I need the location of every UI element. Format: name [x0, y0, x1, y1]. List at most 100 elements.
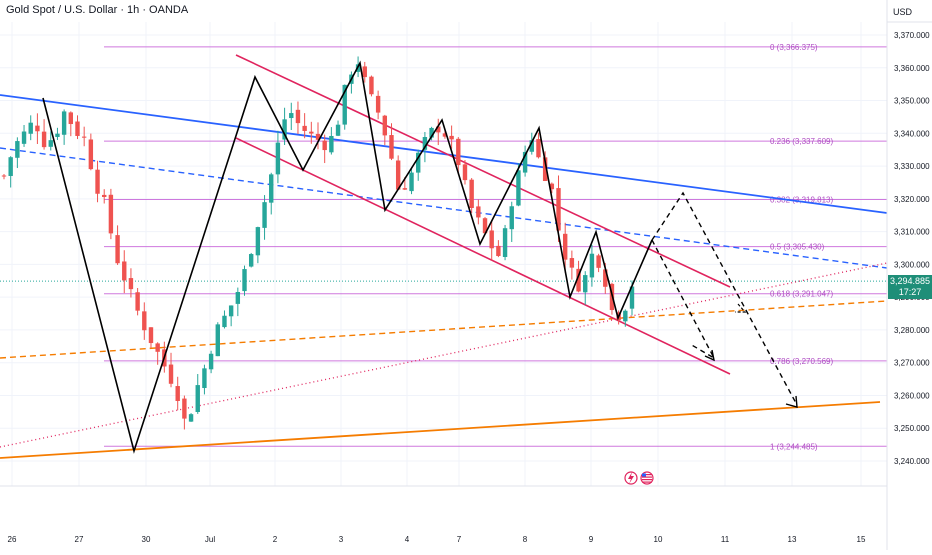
currency-label[interactable]: USD	[893, 7, 913, 17]
chart-title: Gold Spot / U.S. Dollar · 1h · OANDA	[6, 4, 189, 16]
candle-body	[315, 133, 321, 140]
fib-level-label: 1 (3,244.485)	[770, 442, 818, 451]
price-axis-label: 3,240.000	[894, 457, 930, 466]
price-axis-label: 3,270.000	[894, 359, 930, 368]
candle-body	[436, 126, 441, 133]
candle-body	[195, 385, 200, 412]
arrowhead	[735, 303, 747, 313]
price-axis-label: 3,260.000	[894, 391, 930, 400]
candle-body	[168, 364, 174, 384]
candle-body	[182, 398, 187, 419]
candle-body	[81, 136, 87, 138]
candle-body	[102, 194, 107, 197]
candle-body	[549, 183, 555, 190]
candle-body	[335, 124, 341, 136]
candle-body	[115, 235, 120, 264]
candle-body	[329, 135, 334, 153]
fibonacci-retracement: 0 (3,366.375) 0.236 (3,337.609) 0.382 (3,3…	[104, 43, 887, 451]
zigzag-line	[42, 60, 653, 454]
candle-body	[422, 137, 428, 150]
candle-body	[188, 414, 194, 422]
candle-body	[469, 179, 474, 209]
price-axis-label: 3,320.000	[894, 195, 930, 204]
candle-body	[48, 140, 53, 147]
price-axis-label: 3,280.000	[894, 326, 930, 335]
fib-level-label: 0.786 (3,270.569)	[770, 357, 833, 366]
candle-body	[242, 269, 247, 292]
fib-level-label: 0.236 (3,337.609)	[770, 137, 833, 146]
candles	[1, 56, 635, 430]
candle-body	[28, 122, 33, 134]
candle-body	[108, 194, 114, 234]
time-axis-label: 10	[654, 535, 663, 544]
candle-body	[489, 230, 494, 249]
time-axis-label: 7	[457, 535, 462, 544]
candle-body	[75, 121, 80, 136]
candle-body	[175, 386, 180, 401]
time-axis-label: 30	[142, 535, 151, 544]
time-axis-label: Jul	[205, 535, 215, 544]
time-axis-label: 15	[857, 535, 866, 544]
grid	[0, 22, 887, 486]
trend-lines	[0, 54, 888, 459]
candle-body	[496, 245, 501, 256]
candle-body	[35, 125, 40, 132]
candle-body	[248, 254, 254, 267]
candle-body	[128, 278, 134, 290]
time-axis-label: 27	[75, 535, 84, 544]
lightning-event-icon	[624, 471, 638, 485]
candle-body	[322, 140, 327, 151]
candle-body	[295, 109, 301, 124]
candle-body	[389, 135, 394, 159]
candle-body	[15, 141, 20, 158]
projection-path-2	[651, 191, 798, 406]
candle-body	[208, 353, 214, 370]
price-axis-label: 3,350.000	[894, 97, 930, 106]
candle-body	[235, 292, 241, 304]
candle-body	[375, 95, 381, 113]
candle-body	[88, 139, 94, 170]
candle-body	[41, 131, 47, 148]
candle-body	[442, 133, 448, 137]
flag-stripe	[642, 474, 652, 476]
fib-level-label: 0 (3,366.375)	[770, 43, 818, 52]
price-axis-label: 3,340.000	[894, 129, 930, 138]
lightning-glyph	[628, 472, 634, 484]
candle-body	[342, 84, 347, 125]
zigzag-pattern	[42, 60, 798, 454]
candle-body	[629, 286, 635, 309]
time-axis-label: 11	[721, 535, 730, 544]
candle-body	[255, 227, 261, 256]
candle-body	[362, 66, 367, 78]
candle-body	[482, 218, 488, 234]
candle-body	[395, 160, 401, 190]
candle-body	[502, 228, 508, 257]
candle-body	[462, 164, 468, 181]
channel-upper	[235, 54, 731, 288]
event-icons	[624, 471, 654, 485]
orange-trendline-dashed	[0, 300, 888, 359]
us-flag-icon	[640, 471, 654, 485]
arrowhead	[785, 395, 798, 408]
candle-body	[529, 140, 534, 152]
time-axis-label: 2	[273, 535, 278, 544]
candle-body	[202, 368, 207, 389]
candle-body	[228, 305, 234, 317]
candle-body	[522, 151, 528, 173]
last-price-tag: 3,294.885 17:27	[888, 275, 932, 299]
candle-body	[262, 202, 267, 228]
candle-body	[589, 253, 595, 278]
price-axis-label: 3,300.000	[894, 260, 930, 269]
candle-body	[275, 142, 281, 175]
candle-body	[222, 315, 227, 328]
blue-trendline-solid	[0, 94, 888, 214]
flag-stripe	[642, 476, 652, 478]
candle-body	[603, 269, 608, 287]
candle-body	[309, 131, 314, 134]
candle-body	[269, 174, 274, 203]
candle-body	[148, 327, 154, 344]
candle-body	[409, 172, 414, 192]
flag-canton	[642, 473, 646, 477]
